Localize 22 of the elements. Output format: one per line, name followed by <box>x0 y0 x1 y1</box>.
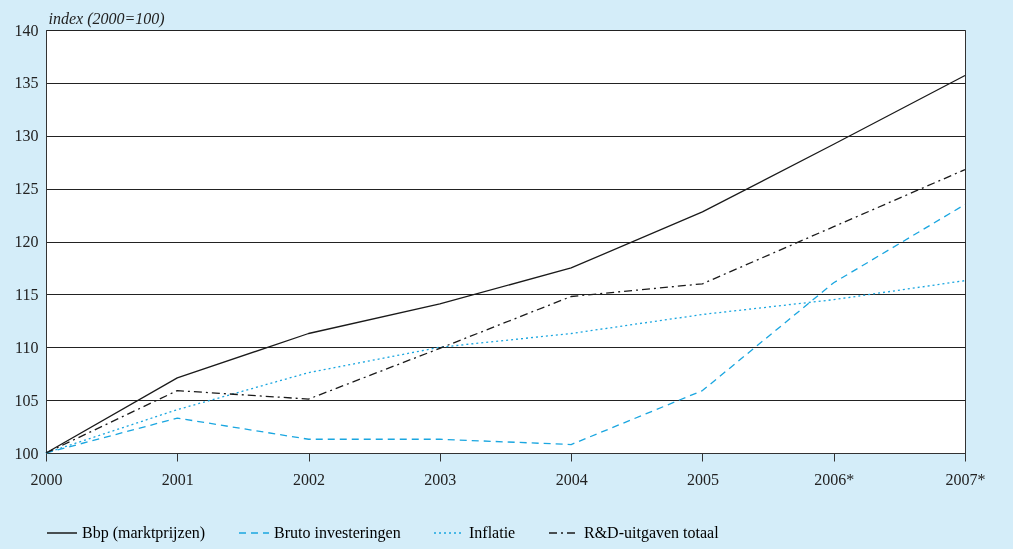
y-tick-label: 115 <box>15 285 39 303</box>
y-axis-title: index (2000=100) <box>48 9 165 28</box>
y-tick-label: 110 <box>15 338 39 356</box>
y-tick-label: 120 <box>14 233 39 250</box>
y-tick-label: 105 <box>14 391 39 409</box>
y-tick-label: 130 <box>14 127 39 145</box>
y-tick-label: 140 <box>14 21 39 39</box>
x-tick-label: 2006* <box>814 470 855 488</box>
x-tick-label: 2001 <box>161 470 194 488</box>
x-tick-label: 2002 <box>293 470 326 488</box>
x-tick-label: 2007* <box>945 470 986 488</box>
x-tick-label: 2005 <box>686 470 719 488</box>
legend-label: Bruto investeringen <box>274 524 401 542</box>
legend-label: R&D-uitgaven totaal <box>584 524 720 542</box>
y-tick-label: 135 <box>14 74 39 92</box>
y-tick-label: 125 <box>14 180 39 198</box>
x-tick-label: 2003 <box>424 470 457 488</box>
y-tick-label: 100 <box>14 444 39 462</box>
x-tick-label: 2000 <box>30 470 63 488</box>
legend-label: Bbp (marktprijzen) <box>82 524 206 542</box>
x-tick-label: 2004 <box>555 470 588 488</box>
legend-label: Inflatie <box>469 524 516 541</box>
